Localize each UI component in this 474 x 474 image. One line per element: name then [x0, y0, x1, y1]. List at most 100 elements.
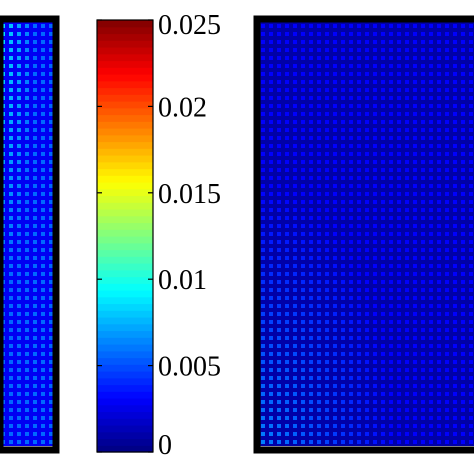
- heatmap-cell: [301, 72, 305, 76]
- colorbar-swatch: [97, 195, 153, 203]
- heatmap-cell: [17, 288, 21, 292]
- heatmap-cell: [301, 304, 305, 308]
- heatmap-cell: [317, 208, 321, 212]
- heatmap-cell: [49, 88, 53, 92]
- heatmap-cell: [309, 392, 313, 396]
- heatmap-cell: [17, 392, 21, 396]
- heatmap-cell: [365, 336, 369, 340]
- heatmap-cell: [405, 248, 409, 252]
- heatmap-cell: [261, 96, 265, 100]
- heatmap-cell: [413, 184, 417, 188]
- colorbar-swatch: [97, 377, 153, 386]
- heatmap-cell: [461, 440, 465, 444]
- heatmap-cell: [341, 192, 345, 196]
- heatmap-cell: [429, 392, 433, 396]
- heatmap-cell: [437, 192, 441, 196]
- heatmap-cell: [269, 416, 273, 420]
- colorbar-swatch: [97, 94, 153, 102]
- colorbar-swatch: [97, 40, 153, 48]
- heatmap-cell: [309, 136, 313, 140]
- heatmap-cell: [437, 312, 441, 316]
- heatmap-cell: [469, 200, 473, 204]
- heatmap-cell: [381, 152, 385, 156]
- heatmap-cell: [317, 248, 321, 252]
- heatmap-cell: [277, 104, 281, 108]
- heatmap-cell: [285, 176, 289, 180]
- heatmap-cell: [17, 72, 21, 76]
- heatmap-cell: [309, 72, 313, 76]
- heatmap-cell: [373, 40, 377, 44]
- heatmap-cell: [277, 32, 281, 36]
- heatmap-cell: [9, 48, 13, 52]
- heatmap-cell: [17, 136, 21, 140]
- heatmap-cell: [405, 168, 409, 172]
- heatmap-cell: [413, 280, 417, 284]
- heatmap-cell: [301, 128, 305, 132]
- heatmap-cell: [9, 24, 13, 28]
- heatmap-cell: [365, 264, 369, 268]
- heatmap-cell: [269, 264, 273, 268]
- heatmap-cell: [301, 360, 305, 364]
- heatmap-cell: [469, 136, 473, 140]
- heatmap-cell: [421, 216, 425, 220]
- heatmap-cell: [389, 120, 393, 124]
- heatmap-cell: [421, 248, 425, 252]
- heatmap-cell: [405, 104, 409, 108]
- heatmap-cell: [349, 56, 353, 60]
- heatmap-cell: [261, 64, 265, 68]
- heatmap-cell: [317, 368, 321, 372]
- heatmap-cell: [373, 200, 377, 204]
- heatmap-cell: [349, 24, 353, 28]
- heatmap-cell: [41, 152, 45, 156]
- heatmap-cell: [469, 336, 473, 340]
- heatmap-cell: [49, 192, 53, 196]
- heatmap-cell: [33, 408, 37, 412]
- heatmap-cell: [365, 208, 369, 212]
- heatmap-cell: [293, 224, 297, 228]
- heatmap-cell: [17, 256, 21, 260]
- heatmap-cell: [309, 32, 313, 36]
- heatmap-cell: [413, 424, 417, 428]
- heatmap-cell: [469, 256, 473, 260]
- heatmap-cell: [325, 168, 329, 172]
- heatmap-cell: [405, 440, 409, 444]
- heatmap-cell: [9, 344, 13, 348]
- heatmap-cell: [445, 328, 449, 332]
- heatmap-cell: [293, 80, 297, 84]
- heatmap-cell: [461, 344, 465, 348]
- heatmap-cell: [381, 160, 385, 164]
- heatmap-cell: [49, 160, 53, 164]
- heatmap-cell: [453, 376, 457, 380]
- heatmap-cell: [49, 48, 53, 52]
- heatmap-cell: [261, 360, 265, 364]
- heatmap-cell: [453, 352, 457, 356]
- heatmap-cell: [325, 400, 329, 404]
- heatmap-cell: [325, 232, 329, 236]
- heatmap-cell: [341, 256, 345, 260]
- heatmap-cell: [261, 216, 265, 220]
- heatmap-cell: [317, 296, 321, 300]
- heatmap-cell: [373, 280, 377, 284]
- heatmap-cell: [309, 224, 313, 228]
- heatmap-cell: [413, 104, 417, 108]
- heatmap-cell: [469, 24, 473, 28]
- heatmap-cell: [437, 304, 441, 308]
- heatmap-cell: [309, 344, 313, 348]
- heatmap-cell: [381, 136, 385, 140]
- heatmap-cell: [269, 272, 273, 276]
- heatmap-cell: [41, 144, 45, 148]
- heatmap-cell: [469, 240, 473, 244]
- heatmap-cell: [341, 112, 345, 116]
- heatmap-cell: [301, 376, 305, 380]
- heatmap-cell: [333, 24, 337, 28]
- heatmap-cell: [25, 64, 29, 68]
- heatmap-cell: [277, 120, 281, 124]
- colorbar-swatch: [97, 431, 153, 440]
- heatmap-cell: [445, 168, 449, 172]
- heatmap-cell: [293, 384, 297, 388]
- heatmap-cell: [333, 64, 337, 68]
- heatmap-cell: [469, 80, 473, 84]
- heatmap-cell: [421, 104, 425, 108]
- heatmap-cell: [445, 112, 449, 116]
- heatmap-cell: [389, 392, 393, 396]
